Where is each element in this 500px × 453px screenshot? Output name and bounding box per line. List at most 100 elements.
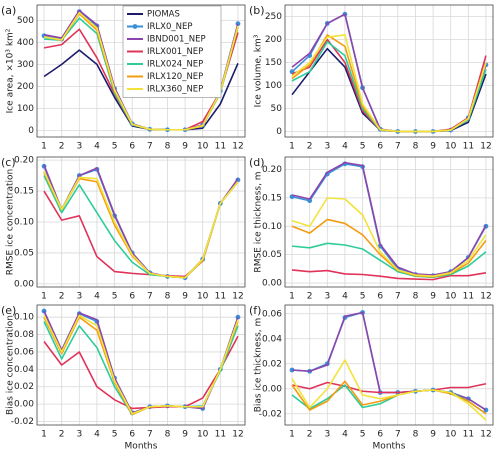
x-tick-label: 10 xyxy=(445,142,457,152)
y-tick-label: 0.20 xyxy=(14,156,34,166)
x-axis-label: Months xyxy=(373,442,406,452)
y-tick-label: 100 xyxy=(265,81,282,91)
x-tick-label: 1 xyxy=(289,430,295,440)
x-tick-label: 5 xyxy=(360,292,366,302)
y-tick-label: 500 xyxy=(17,16,34,26)
x-tick-label: 6 xyxy=(377,292,383,302)
x-tick-label: 4 xyxy=(342,430,348,440)
panel-label: (f) xyxy=(249,304,261,317)
y-tick-label: 0.08 xyxy=(14,330,34,340)
series-line xyxy=(291,161,487,276)
x-tick-label: 8 xyxy=(165,292,171,302)
y-tick-label: 0.06 xyxy=(14,347,34,357)
y-tick-label: 0.00 xyxy=(262,384,282,394)
series-line xyxy=(43,164,239,279)
x-tick-label: 8 xyxy=(413,292,419,302)
y-tick-label: 0.20 xyxy=(262,165,282,175)
y-tick-label: 0.02 xyxy=(262,359,282,369)
x-tick-label: 2 xyxy=(307,430,313,440)
x-tick-label: 12 xyxy=(232,430,243,440)
y-axis-label: Bias ice concentration xyxy=(6,315,16,415)
x-tick-label: 12 xyxy=(480,430,491,440)
y-tick-label: 0.10 xyxy=(14,218,34,228)
x-tick-label: 4 xyxy=(94,292,100,302)
x-tick-label: 2 xyxy=(59,142,65,152)
x-tick-label: 5 xyxy=(112,430,118,440)
series-line xyxy=(291,40,487,133)
y-axis-label: Ice volume, km³ xyxy=(254,34,264,107)
x-tick-label: 2 xyxy=(59,292,65,302)
x-tick-label: 6 xyxy=(129,142,135,152)
x-tick-label: 7 xyxy=(147,292,153,302)
x-tick-label: 9 xyxy=(430,292,436,302)
series-line xyxy=(291,384,487,415)
plot-frame xyxy=(284,156,494,288)
plot-frame xyxy=(284,4,494,138)
x-tick-label: 4 xyxy=(342,142,348,152)
x-tick-label: 5 xyxy=(360,430,366,440)
x-tick-label: 6 xyxy=(129,430,135,440)
y-tick-label: 250 xyxy=(265,12,282,22)
x-tick-label: 2 xyxy=(307,292,313,302)
plot-frame xyxy=(284,304,494,426)
x-tick-label: 5 xyxy=(360,142,366,152)
panel-label: (c) xyxy=(1,156,16,169)
x-tick-label: 8 xyxy=(413,430,419,440)
series-line xyxy=(43,316,239,416)
y-tick-label: 0.05 xyxy=(262,250,282,260)
series-line xyxy=(43,335,239,410)
series-line xyxy=(291,197,487,278)
legend-label: IRLX024_NEP xyxy=(147,60,203,70)
x-tick-label: 1 xyxy=(41,430,47,440)
x-tick-label: 10 xyxy=(445,430,457,440)
x-tick-label: 11 xyxy=(215,142,226,152)
legend-label: IRLX0_NEP xyxy=(147,22,192,32)
legend-label: PIOMAS xyxy=(147,10,180,20)
x-tick-label: 3 xyxy=(324,430,330,440)
series-line xyxy=(291,47,487,133)
y-tick-label: -0.02 xyxy=(11,417,34,427)
legend-label: IRLX360_NEP xyxy=(147,85,203,95)
x-tick-label: 5 xyxy=(112,142,118,152)
x-tick-label: 8 xyxy=(413,142,419,152)
y-axis-label: Bias ice thickness, m xyxy=(254,318,264,413)
x-tick-label: 12 xyxy=(480,142,491,152)
y-tick-label: 0.10 xyxy=(14,313,34,323)
plot-frame xyxy=(36,156,246,288)
plot-frame xyxy=(36,304,246,426)
y-tick-label: 50 xyxy=(271,104,283,114)
series-line xyxy=(291,381,487,394)
y-tick-label: 0.00 xyxy=(14,400,34,410)
y-tick-label: 0.04 xyxy=(262,334,282,344)
x-tick-label: 2 xyxy=(59,430,65,440)
x-tick-label: 1 xyxy=(41,292,47,302)
x-tick-label: 4 xyxy=(94,142,100,152)
y-tick-label: 0.00 xyxy=(14,279,34,289)
x-tick-label: 9 xyxy=(182,292,188,302)
panel-label: (a) xyxy=(1,4,16,17)
panel-label: (e) xyxy=(1,304,16,317)
x-tick-label: 6 xyxy=(377,430,383,440)
x-tick-label: 3 xyxy=(324,142,330,152)
panel-label: (d) xyxy=(249,156,265,169)
y-axis-label: RMSE ice concentration xyxy=(6,169,16,275)
plot-frame xyxy=(36,4,246,138)
x-tick-label: 1 xyxy=(41,142,47,152)
series-line xyxy=(291,359,487,421)
x-tick-label: 7 xyxy=(395,292,401,302)
y-tick-label: 0.06 xyxy=(262,309,282,319)
x-tick-label: 5 xyxy=(112,292,118,302)
x-tick-label: 6 xyxy=(129,292,135,302)
x-tick-label: 4 xyxy=(94,430,100,440)
y-tick-label: -0.02 xyxy=(259,409,282,419)
x-tick-label: 10 xyxy=(197,142,209,152)
x-tick-label: 7 xyxy=(395,430,401,440)
y-axis-label: Ice area, ×10³ km² xyxy=(6,28,16,113)
x-tick-label: 3 xyxy=(324,292,330,302)
legend-label: IBND001_NEP xyxy=(147,35,206,45)
y-tick-label: 400 xyxy=(17,38,34,48)
x-tick-label: 10 xyxy=(445,292,457,302)
x-tick-label: 9 xyxy=(182,430,188,440)
series-line xyxy=(43,321,239,416)
x-tick-label: 7 xyxy=(147,142,153,152)
